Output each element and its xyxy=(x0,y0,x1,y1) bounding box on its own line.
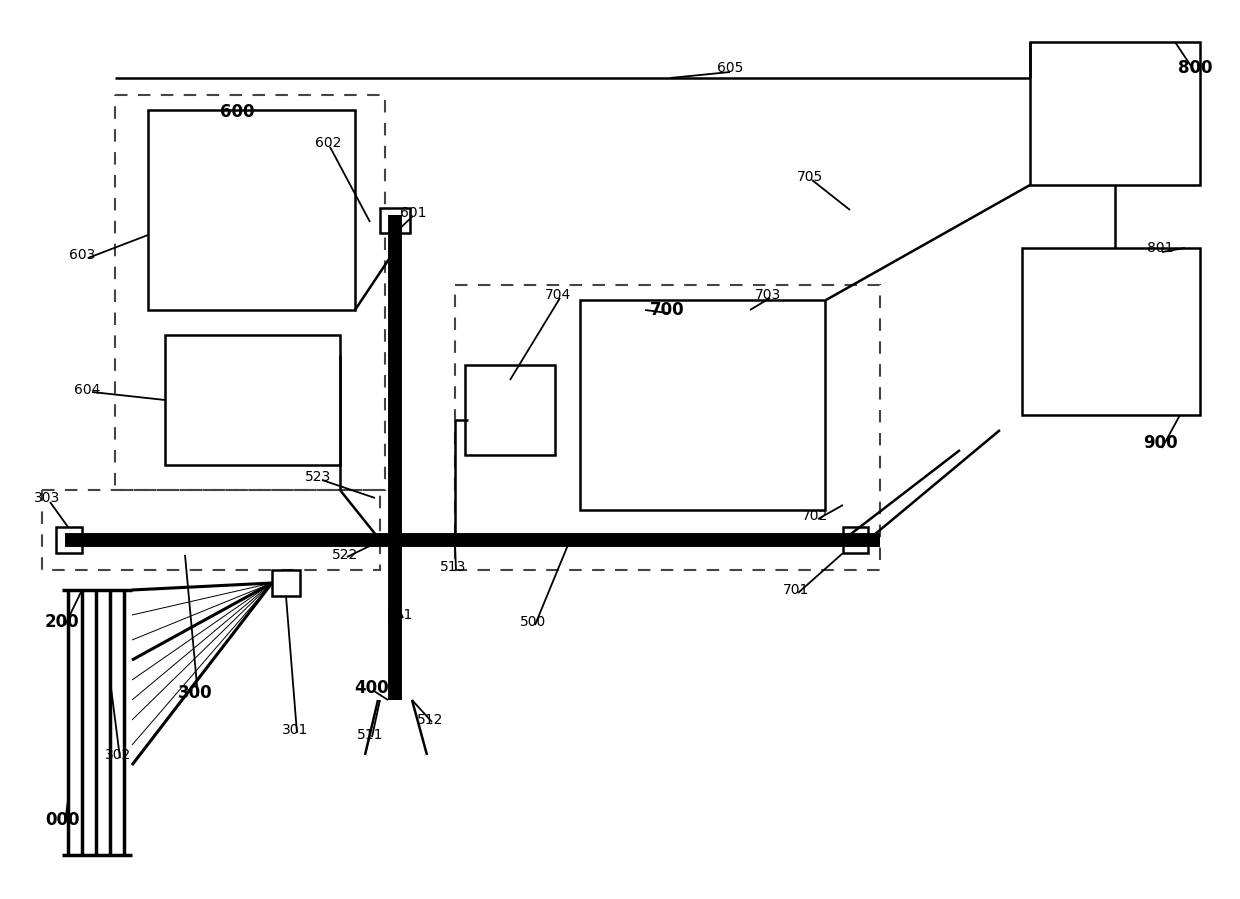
Text: 522: 522 xyxy=(332,548,358,562)
Text: 511: 511 xyxy=(357,728,383,742)
Text: 605: 605 xyxy=(717,61,743,75)
Text: 302: 302 xyxy=(105,748,131,762)
Text: 303: 303 xyxy=(33,491,60,505)
Bar xyxy=(1030,42,1200,185)
Text: 513: 513 xyxy=(440,560,466,574)
Text: 601: 601 xyxy=(399,206,427,220)
Bar xyxy=(455,285,880,570)
Text: 704: 704 xyxy=(544,288,572,302)
Text: 801: 801 xyxy=(1147,241,1173,255)
Text: 702: 702 xyxy=(802,509,828,523)
Text: 400: 400 xyxy=(355,679,389,697)
Text: 512: 512 xyxy=(417,713,443,727)
Text: 700: 700 xyxy=(650,301,684,319)
Bar xyxy=(42,490,379,570)
Bar xyxy=(379,208,410,233)
Text: 603: 603 xyxy=(68,248,95,262)
Text: 800: 800 xyxy=(1178,59,1213,77)
Text: 523: 523 xyxy=(305,470,331,484)
Bar xyxy=(148,110,355,310)
Bar xyxy=(580,300,825,510)
Text: 000: 000 xyxy=(45,811,79,829)
Text: 521: 521 xyxy=(387,608,413,622)
Bar xyxy=(272,570,300,596)
Text: 703: 703 xyxy=(755,288,781,302)
Bar xyxy=(465,365,556,455)
Bar xyxy=(165,335,340,465)
Bar xyxy=(1022,248,1200,415)
Text: 600: 600 xyxy=(219,103,254,121)
Text: 701: 701 xyxy=(782,583,810,597)
Bar xyxy=(56,527,82,553)
Text: 500: 500 xyxy=(520,615,546,629)
Text: 705: 705 xyxy=(797,170,823,184)
Text: 301: 301 xyxy=(281,723,309,737)
Text: 900: 900 xyxy=(1143,434,1177,452)
Text: 604: 604 xyxy=(74,383,100,397)
Text: 200: 200 xyxy=(45,613,79,631)
Text: 602: 602 xyxy=(315,136,341,150)
Bar xyxy=(843,527,868,553)
Bar xyxy=(115,95,384,490)
Text: 300: 300 xyxy=(177,684,212,702)
